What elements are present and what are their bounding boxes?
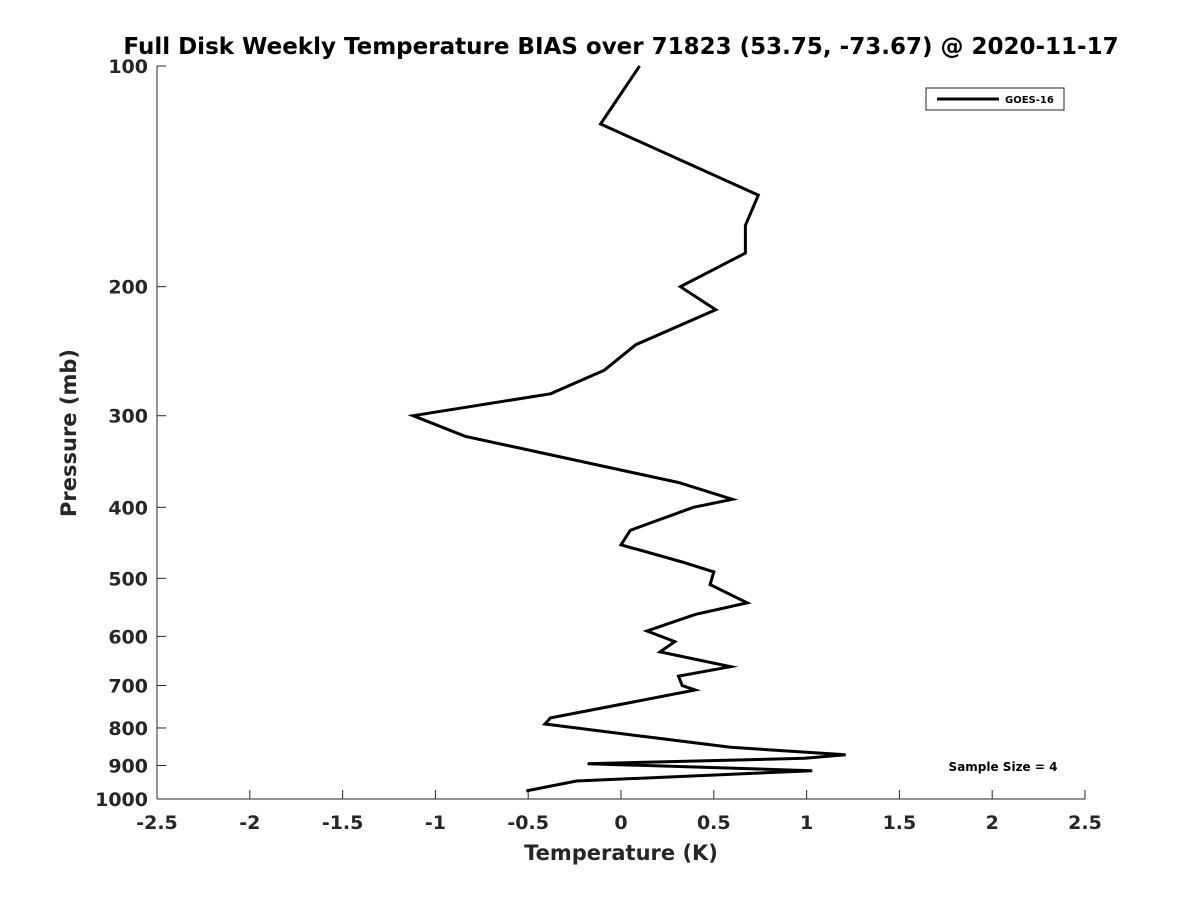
y-tick-label: 400 — [108, 497, 148, 519]
x-tick-label: 2.5 — [1068, 812, 1102, 834]
x-axis-label: Temperature (K) — [524, 841, 718, 865]
x-tick-label: -1.5 — [322, 812, 364, 834]
legend: GOES-16 — [925, 87, 1065, 111]
y-tick-label: 100 — [108, 56, 148, 78]
y-tick-label: 700 — [108, 675, 148, 697]
chart-title: Full Disk Weekly Temperature BIAS over 7… — [123, 34, 1118, 60]
y-axis-label: Pressure (mb) — [57, 349, 81, 517]
y-tick-label: 200 — [108, 277, 148, 299]
y-tick-label: 600 — [108, 626, 148, 648]
y-tick-label: 300 — [108, 406, 148, 428]
sample-size-annotation: Sample Size = 4 — [949, 760, 1058, 774]
x-tick-label: 1.5 — [883, 812, 917, 834]
y-tick-label: 900 — [108, 755, 148, 777]
y-tick-label: 500 — [108, 568, 148, 590]
x-tick-label: 2 — [986, 812, 999, 834]
x-tick-label: -0.5 — [507, 812, 549, 834]
x-tick-label: -2 — [239, 812, 260, 834]
series-line-goes-16 — [407, 65, 846, 793]
series — [407, 65, 846, 793]
x-tick-label: 1 — [800, 812, 813, 834]
y-tick-label: 1000 — [95, 789, 148, 811]
ticks: -2.5 -2 -1.5 -1 -0.5 0 0.5 1 1.5 2 2.5 100 200 300 400… — [95, 56, 1102, 834]
legend-label: GOES-16 — [1005, 95, 1054, 106]
x-tick-label: 0.5 — [697, 812, 731, 834]
x-tick-label: -1 — [425, 812, 446, 834]
x-tick-label: -2.5 — [136, 812, 178, 834]
y-tick-label: 800 — [108, 718, 148, 740]
x-tick-label: 0 — [614, 812, 627, 834]
